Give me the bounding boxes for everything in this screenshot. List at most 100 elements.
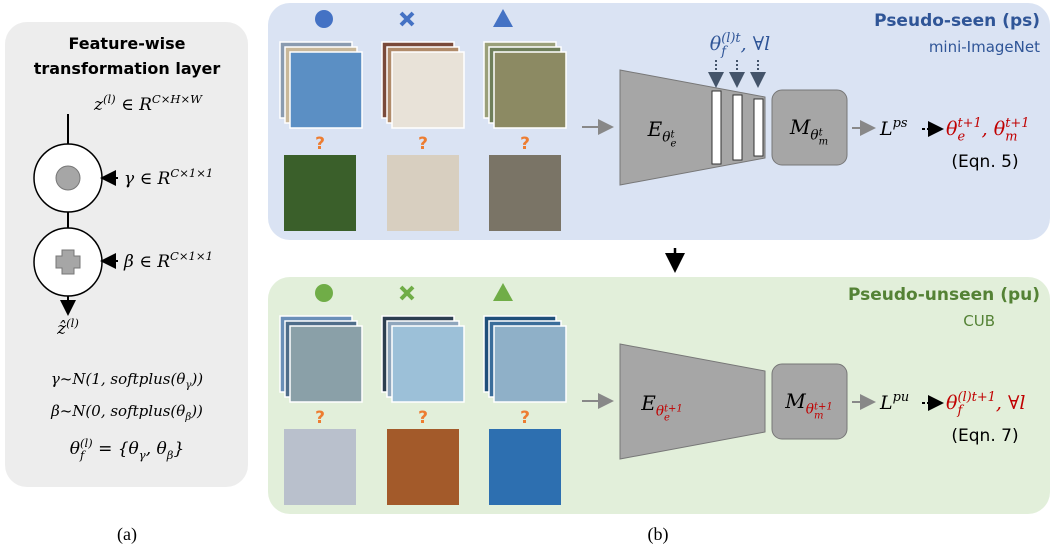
math-label: θf(l)t+1, ∀l <box>946 390 1026 418</box>
equation-ref: (Eqn. 5) <box>951 152 1018 172</box>
math-part: )) <box>190 370 203 388</box>
math-part: e <box>670 138 676 149</box>
math-part: (l) <box>80 436 93 450</box>
image <box>289 325 363 403</box>
panel-a-bg <box>5 22 248 487</box>
math-part: ẑ <box>56 319 67 339</box>
class-symbol <box>315 10 333 28</box>
math-label: γ~N(1, softplus(θγ)) <box>51 370 203 391</box>
math-part: ps <box>893 116 908 131</box>
math-label: β ∈ RC×1×1 <box>123 249 213 272</box>
math-part: β <box>166 448 174 462</box>
equation-ref: (Eqn. 7) <box>951 426 1018 446</box>
math-part: C×1×1 <box>170 249 213 263</box>
math-part: m <box>814 410 823 421</box>
math-part: θ <box>810 128 818 144</box>
math-part: t+1 <box>814 402 833 413</box>
math-label: β~N(0, softplus(θβ)) <box>50 402 203 423</box>
math-label: ẑ(l) <box>56 316 79 339</box>
math-part: γ ∈ R <box>124 169 171 189</box>
query-image <box>489 429 561 505</box>
math-part: , θ <box>982 118 1006 140</box>
panel-a-title: Feature-wise <box>69 34 186 53</box>
class-symbol <box>399 285 415 301</box>
math-part: , ∀l <box>996 392 1026 414</box>
math-part: β ∈ R <box>123 252 170 272</box>
class-symbol <box>493 283 513 301</box>
math-part: t+1 <box>957 116 981 131</box>
math-part: } <box>173 439 184 459</box>
math-part: E <box>640 391 656 415</box>
film-layer <box>753 98 764 157</box>
math-part: M <box>784 389 806 413</box>
query-mark: ? <box>520 134 530 154</box>
math-part: θ <box>946 118 958 140</box>
math-part: t <box>819 128 824 139</box>
math-part: γ <box>139 448 146 462</box>
math-part: M <box>789 115 811 139</box>
query-image <box>284 155 356 231</box>
math-part: f <box>79 448 86 462</box>
math-part: = {θ <box>93 439 139 459</box>
image <box>493 325 567 403</box>
math-part: γ <box>185 380 192 391</box>
query-image <box>387 429 459 505</box>
math-part: θ <box>662 130 670 146</box>
math-part: m <box>819 136 828 147</box>
caption: (a) <box>117 524 137 545</box>
class-symbol <box>315 284 333 302</box>
image <box>391 325 465 403</box>
class-symbol <box>493 9 513 27</box>
math-part: C×H×W <box>152 92 203 106</box>
film-layer <box>711 90 722 165</box>
math-label: θf(l) = {θγ, θβ} <box>70 436 185 462</box>
query-mark: ? <box>315 408 325 428</box>
image <box>289 51 363 129</box>
math-part: θ <box>656 404 664 420</box>
row-title: Pseudo-seen (ps) <box>874 11 1040 31</box>
panel-a-title: transformation layer <box>34 59 221 78</box>
math-label: Lpu <box>879 390 909 414</box>
math-label: Eθet+1 <box>640 391 683 423</box>
math-part: (l) <box>66 316 79 330</box>
math-part: θ <box>806 402 814 418</box>
math-part: t+1 <box>1005 116 1029 131</box>
image <box>391 51 465 129</box>
math-label: θf(l)t, ∀l <box>710 31 770 59</box>
math-label: Eθet <box>647 117 677 149</box>
math-part: t+1 <box>664 404 683 415</box>
math-part: e <box>664 412 670 423</box>
math-part: (l)t+1 <box>957 390 995 405</box>
encoder <box>619 343 766 460</box>
math-label: z(l) ∈ RC×H×W <box>93 92 203 115</box>
multiply-icon <box>55 165 81 191</box>
image <box>493 51 567 129</box>
math-part: , θ <box>146 439 167 459</box>
dataset-name: CUB <box>963 312 995 330</box>
math-part: θ <box>946 392 958 414</box>
metric-module <box>771 89 848 166</box>
math-part: m <box>1005 129 1017 144</box>
query-mark: ? <box>520 408 530 428</box>
row-title: Pseudo-unseen (pu) <box>848 285 1040 305</box>
query-mark: ? <box>418 134 428 154</box>
math-part: )) <box>190 402 203 420</box>
math-part: (l) <box>103 92 116 106</box>
math-part: L <box>879 118 893 140</box>
query-mark: ? <box>315 134 325 154</box>
math-part: C×1×1 <box>170 166 213 180</box>
math-part: θ <box>70 439 80 459</box>
metric-module <box>771 363 848 440</box>
math-label: θet+1, θmt+1 <box>946 116 1029 144</box>
math-part: β <box>184 411 191 423</box>
encoder <box>619 69 766 186</box>
math-label: Mθmt <box>789 115 828 147</box>
math-part: γ~N(1, softplus(θ <box>51 370 186 388</box>
math-label: Lps <box>879 116 908 140</box>
math-part: , ∀l <box>741 33 771 55</box>
math-part: β~N(0, softplus(θ <box>50 402 185 420</box>
math-label: γ ∈ RC×1×1 <box>124 166 213 189</box>
math-part: z <box>93 95 104 115</box>
query-image <box>489 155 561 231</box>
